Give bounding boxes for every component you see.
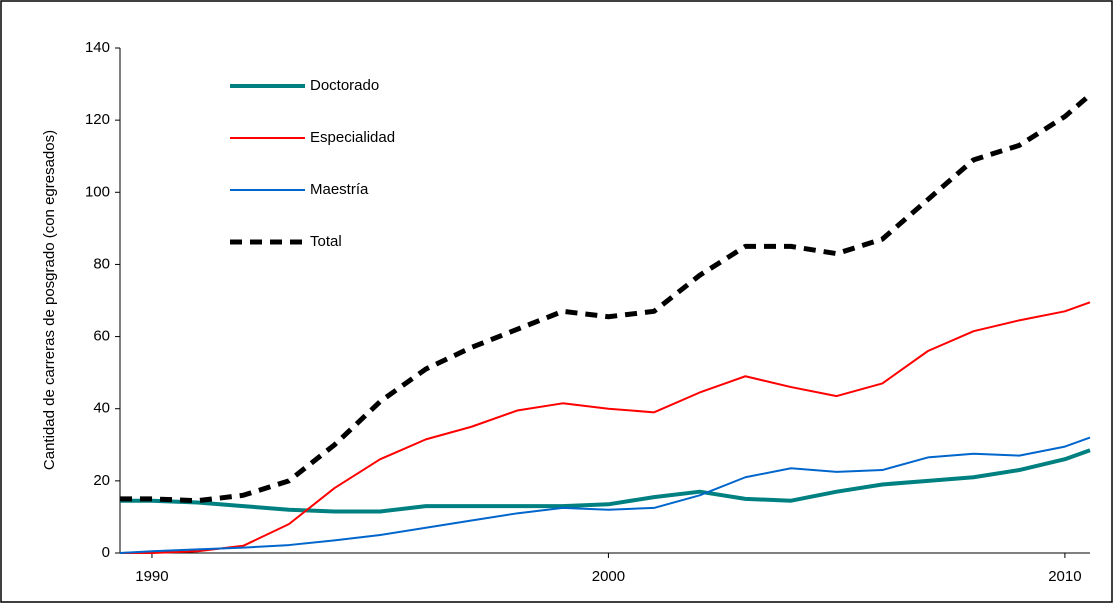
legend-label: Maestría	[310, 181, 369, 198]
legend-label: Doctorado	[310, 77, 379, 94]
y-tick-label: 40	[93, 400, 110, 417]
series-line	[120, 301, 1091, 554]
legend-label: Total	[310, 233, 342, 250]
y-tick-label: 80	[93, 255, 110, 272]
legend-label: Especialidad	[310, 129, 395, 146]
series-line	[120, 92, 1092, 504]
x-tick-label: 2000	[592, 568, 625, 585]
y-tick-label: 100	[85, 183, 110, 200]
y-tick-label: 120	[85, 111, 110, 128]
y-axis-label: Cantidad de carreras de posgrado (con eg…	[41, 130, 58, 470]
series-line	[119, 436, 1091, 554]
y-tick-label: 140	[85, 39, 110, 56]
x-tick-label: 1990	[135, 568, 168, 585]
y-tick-label: 20	[93, 472, 110, 489]
series-line	[120, 448, 1091, 514]
y-tick-label: 60	[93, 328, 110, 345]
x-tick-label: 2010	[1048, 568, 1081, 585]
y-tick-label: 0	[102, 544, 110, 561]
